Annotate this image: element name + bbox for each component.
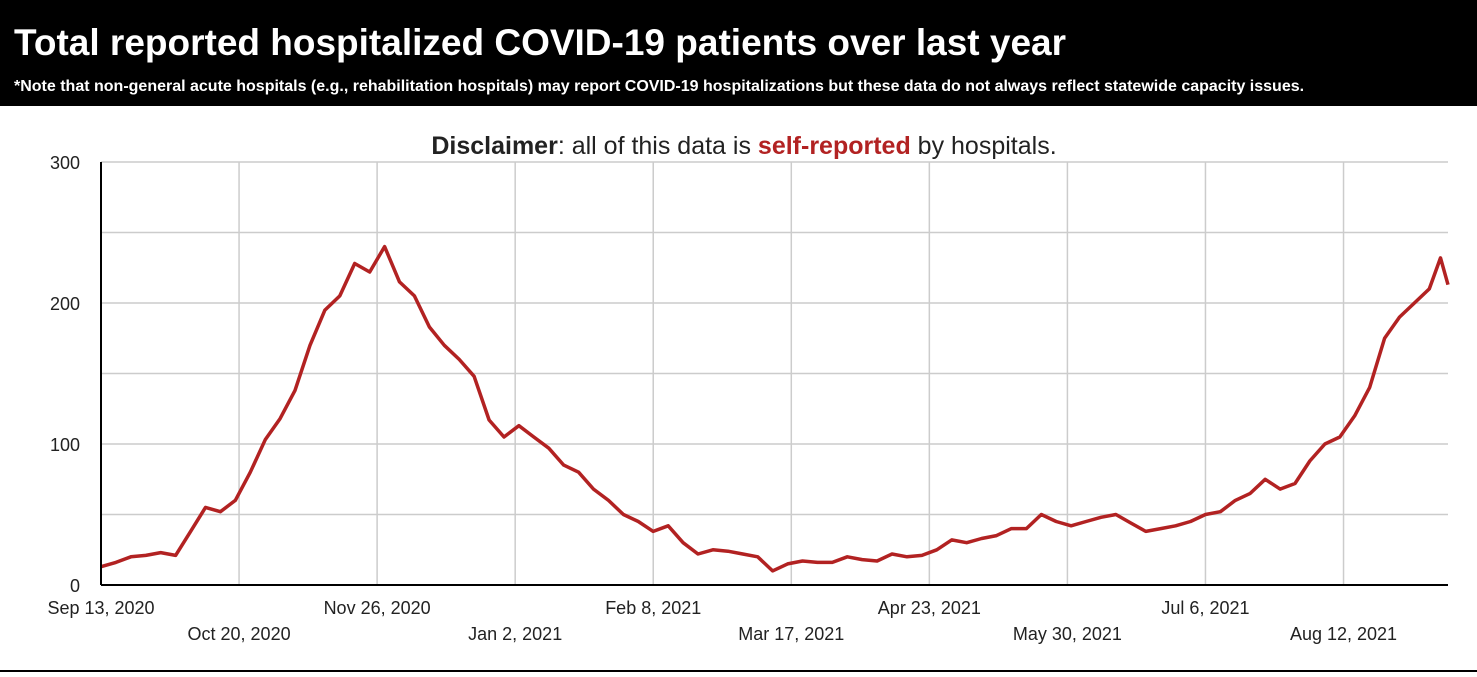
x-tick-label: Sep 13, 2020 (47, 598, 154, 618)
subtitle: Disclaimer: all of this data is self-rep… (431, 132, 1056, 160)
subtitle-part: Disclaimer (431, 132, 558, 160)
header-band (0, 0, 1477, 106)
x-tick-label: Jul 6, 2021 (1161, 598, 1249, 618)
x-tick-label: Apr 23, 2021 (878, 598, 981, 618)
x-tick-label: May 30, 2021 (1013, 624, 1122, 644)
x-tick-label: Feb 8, 2021 (605, 598, 701, 618)
plot (100, 244, 1450, 573)
data-line (100, 244, 1450, 573)
y-tick-label: 100 (50, 435, 80, 455)
subtitle-part: : all of this data is (558, 132, 758, 160)
x-tick-label: Oct 20, 2020 (188, 624, 291, 644)
note: *Note that non-general acute hospitals (… (14, 78, 1304, 95)
y-tick-label: 0 (70, 576, 80, 596)
y-tick-label: 200 (50, 294, 80, 314)
x-tick-label: Aug 12, 2021 (1290, 624, 1397, 644)
chart-title: Total reported hospitalized COVID-19 pat… (14, 22, 1066, 63)
y-tick-label: 300 (50, 153, 80, 173)
subtitle-part: by hospitals. (911, 132, 1057, 160)
x-tick-label: Nov 26, 2020 (324, 598, 431, 618)
grid (100, 161, 1448, 586)
subtitle-part: self-reported (758, 132, 911, 160)
x-tick-label: Jan 2, 2021 (468, 624, 562, 644)
x-tick-label: Mar 17, 2021 (738, 624, 844, 644)
